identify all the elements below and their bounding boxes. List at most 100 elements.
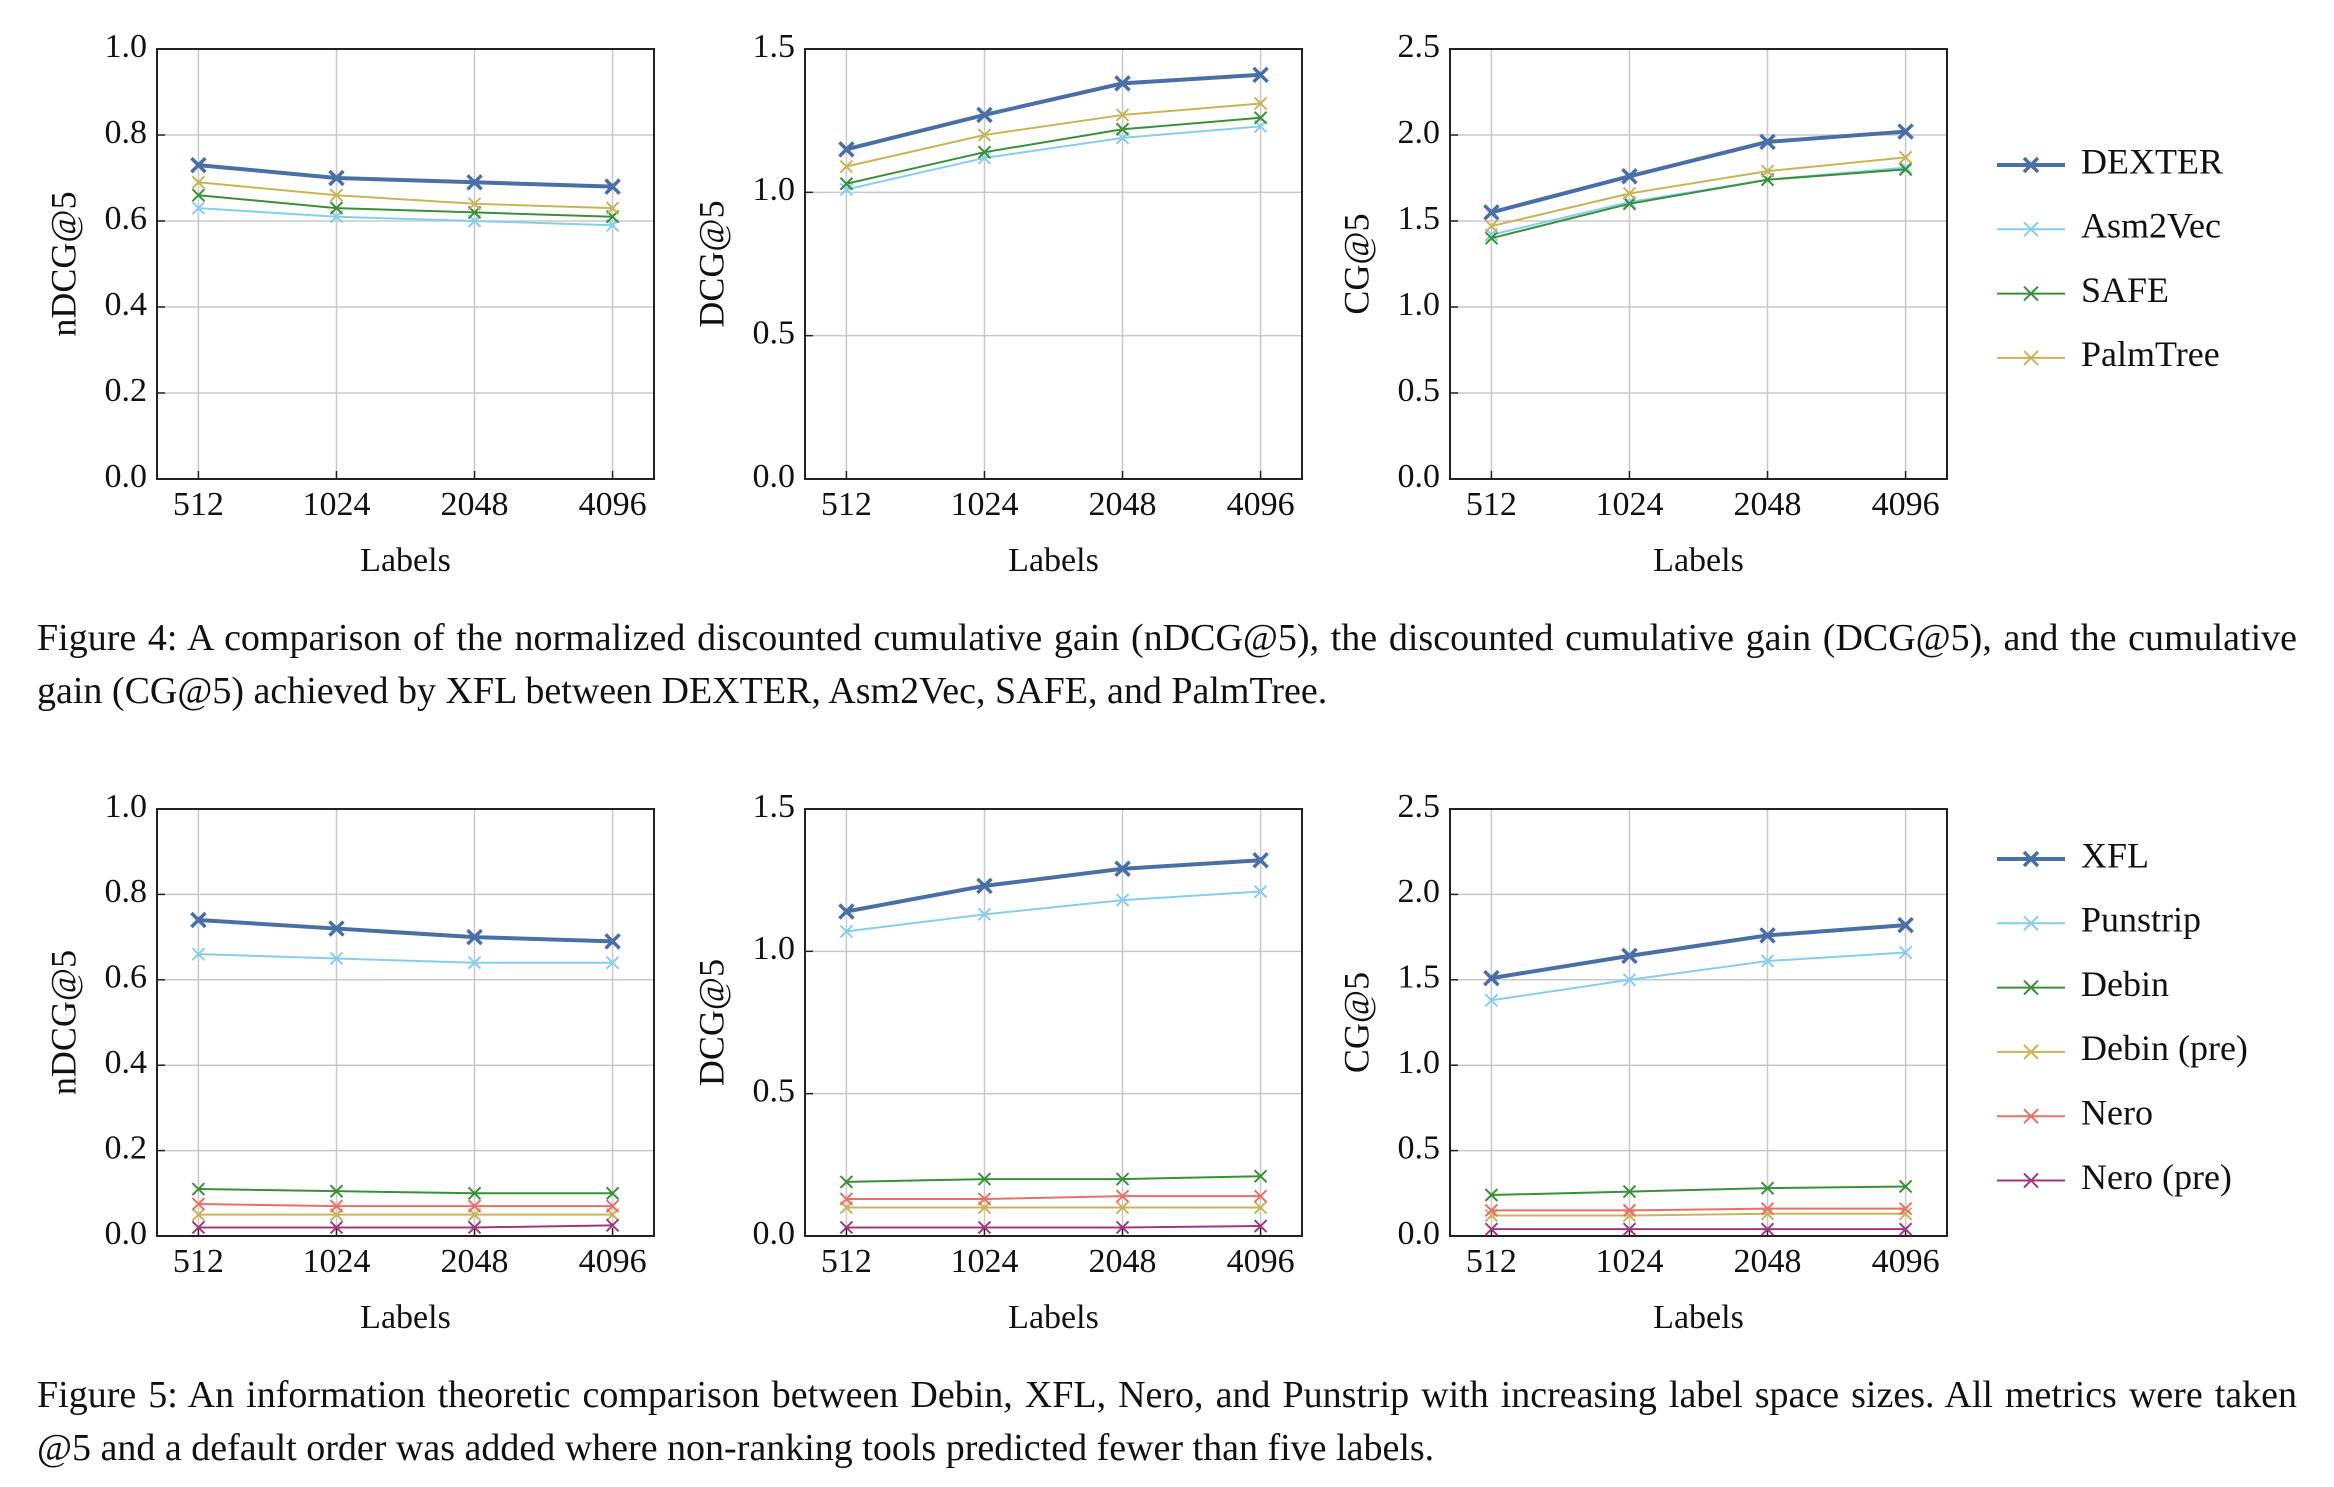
marker [1897,123,1914,140]
marker [1621,168,1638,185]
x-tick-label: 512 [173,1243,224,1280]
y-tick-label: 0.0 [753,1215,796,1252]
marker [191,188,206,202]
marker [329,1220,344,1235]
marker [191,1207,206,1222]
y-tick-label: 0.2 [105,372,148,409]
marker [1898,160,1913,175]
marker [1115,1200,1130,1215]
y-axis-label: DCG@5 [691,200,731,327]
marker [191,201,206,215]
x-axis-label: Labels [1008,542,1099,579]
marker [605,956,620,970]
y-axis-label: nDCG@5 [43,950,83,1095]
y-tick-label: 0.0 [753,458,796,495]
series-line [845,72,1261,152]
caption: Figure 4: A comparison of the normalized… [37,617,2297,712]
marker [190,156,207,174]
series-line [198,953,613,964]
legend-label: SAFE [2081,270,2169,310]
marker [329,188,344,202]
marker [190,911,207,929]
legend-marker [2023,221,2039,238]
marker [839,182,854,197]
marker [1622,973,1637,987]
y-tick-label: 1.5 [1398,959,1441,996]
series-line [1491,156,1906,228]
marker [191,947,206,961]
marker [976,106,993,124]
y-tick-label: 0.0 [105,1215,148,1252]
marker [1760,1222,1775,1236]
marker [1622,1222,1637,1236]
plot-frame [804,808,1303,1237]
marker [1253,1219,1268,1233]
marker [467,956,482,970]
series-line [846,1195,1261,1200]
legend-marker [2023,1108,2039,1124]
legend-label: Asm2Vec [2081,206,2221,246]
y-tick-label: 0.2 [105,1129,148,1166]
series-line [1490,129,1906,215]
x-tick-label: 4096 [1872,486,1940,523]
marker [1484,1222,1499,1236]
marker [191,175,206,190]
marker [329,951,344,966]
x-tick-label: 4096 [579,486,647,523]
x-tick-label: 512 [821,1243,872,1280]
plot-frame [804,48,1303,480]
x-tick-label: 4096 [1227,1243,1295,1280]
marker [605,1186,620,1201]
plot-frame [156,808,655,1237]
marker [604,933,621,950]
x-tick-label: 4096 [579,1243,647,1280]
x-tick-label: 512 [821,486,872,523]
marker [839,924,854,939]
legend-marker [2023,915,2039,932]
series-line [1491,1212,1906,1217]
marker [1484,219,1499,233]
legend-label: Debin (pre) [2081,1028,2248,1068]
legend-marker [2023,1172,2039,1189]
marker [1759,927,1776,944]
series-line [198,1202,613,1208]
y-tick-label: 1.0 [753,930,796,967]
x-axis-label: Labels [360,542,451,579]
marker [1484,1203,1499,1218]
marker [1115,122,1130,136]
marker [838,903,855,920]
marker [329,201,344,215]
marker [1484,231,1499,245]
y-tick-label: 0.0 [1398,1215,1441,1252]
series-line [198,181,613,210]
y-tick-label: 0.0 [105,458,148,495]
marker [1483,969,1500,987]
marker [1622,186,1637,201]
x-tick-label: 2048 [1089,486,1157,523]
legend-marker [2022,156,2040,174]
x-tick-label: 1024 [302,486,370,523]
marker [1484,1208,1499,1223]
y-tick-label: 0.5 [1398,1129,1441,1166]
marker [1898,1179,1913,1194]
series-line [1491,923,1906,981]
marker [604,178,621,195]
caption: Figure 5: An information theoretic compa… [37,1374,2297,1469]
y-axis-label: nDCG@5 [43,191,83,336]
x-tick-label: 2048 [441,486,509,523]
legend-label: Nero [2081,1092,2153,1132]
series-line [846,890,1261,933]
x-tick-label: 512 [173,486,224,523]
marker [977,128,992,142]
y-axis-label: CG@5 [1336,213,1376,314]
legend-label: Debin [2081,964,2169,1004]
legend-label: XFL [2081,835,2149,875]
series-line [846,116,1261,185]
marker [466,928,483,946]
marker [1115,893,1130,907]
x-axis-label: Labels [1653,542,1744,579]
series-line [198,194,613,218]
marker [1760,954,1775,968]
